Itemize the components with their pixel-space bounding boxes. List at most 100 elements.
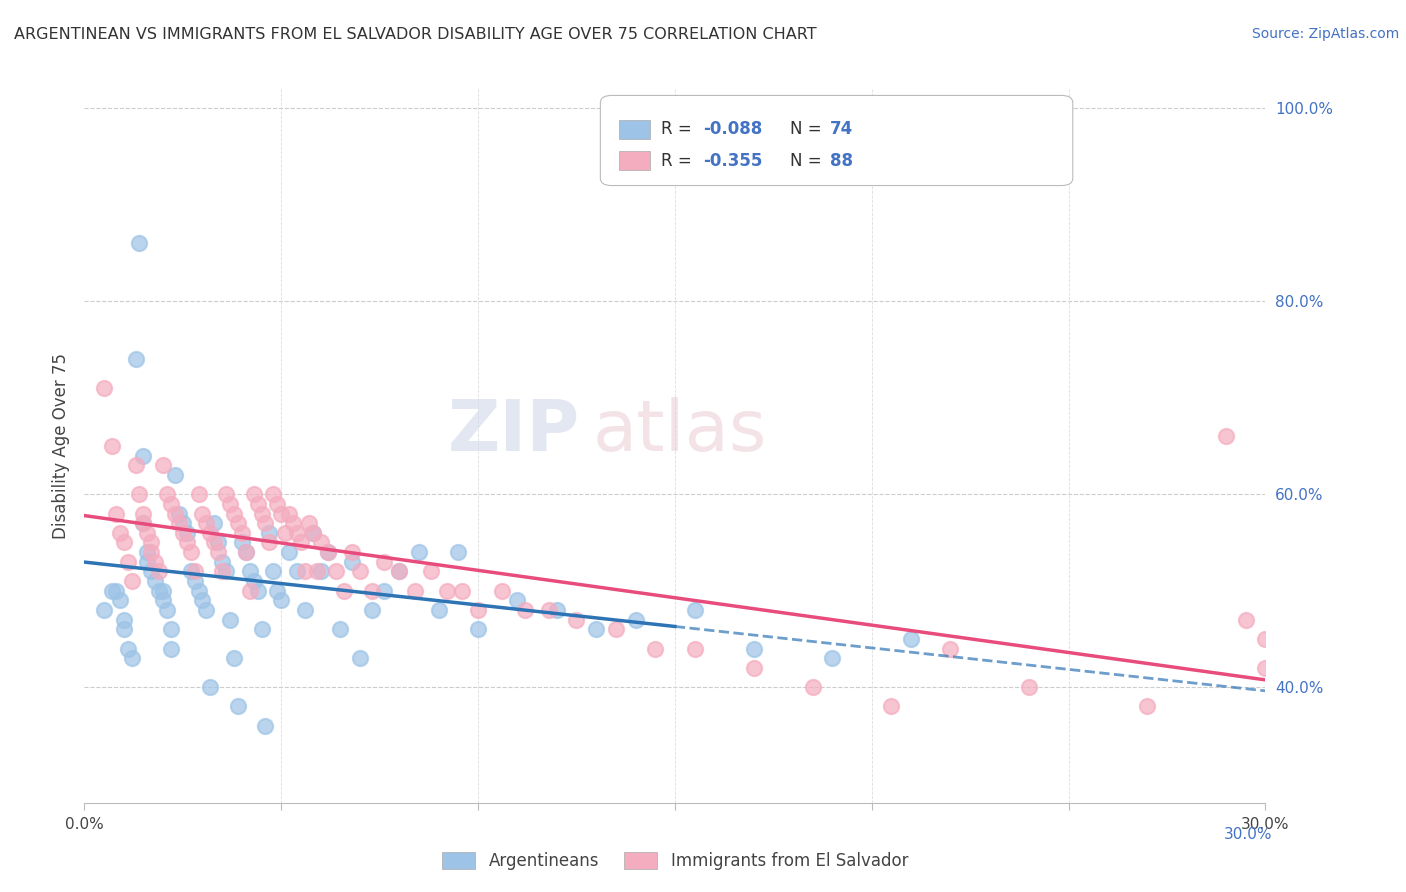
Point	[290, 535, 312, 549]
Point	[360, 583, 382, 598]
Point	[301, 525, 323, 540]
Legend: Argentineans, Immigrants from El Salvador: Argentineans, Immigrants from El Salvado…	[434, 845, 915, 877]
Point	[132, 516, 155, 530]
Point	[222, 651, 245, 665]
Point	[128, 236, 150, 251]
Point	[285, 565, 308, 579]
Point	[491, 583, 513, 598]
Point	[191, 593, 214, 607]
Point	[515, 603, 537, 617]
Point	[128, 487, 150, 501]
Point	[270, 593, 292, 607]
Point	[742, 641, 765, 656]
Point	[262, 487, 284, 501]
Point	[259, 535, 281, 549]
Point	[187, 583, 209, 598]
Point	[132, 507, 155, 521]
Point	[349, 565, 371, 579]
Point	[301, 525, 323, 540]
Point	[112, 535, 135, 549]
Point	[537, 603, 560, 617]
Point	[340, 545, 363, 559]
Point	[160, 622, 183, 636]
Point	[900, 632, 922, 646]
Text: ARGENTINEAN VS IMMIGRANTS FROM EL SALVADOR DISABILITY AGE OVER 75 CORRELATION CH: ARGENTINEAN VS IMMIGRANTS FROM EL SALVAD…	[14, 27, 817, 42]
Point	[585, 622, 607, 636]
Point	[152, 458, 174, 473]
Point	[226, 516, 249, 530]
Point	[467, 603, 489, 617]
Point	[124, 352, 146, 367]
Point	[294, 603, 316, 617]
Point	[506, 593, 529, 607]
Point	[202, 516, 225, 530]
Point	[388, 565, 411, 579]
Point	[226, 699, 249, 714]
Point	[167, 507, 190, 521]
Point	[121, 651, 143, 665]
Point	[143, 555, 166, 569]
Point	[93, 603, 115, 617]
Point	[419, 565, 441, 579]
Point	[1234, 613, 1257, 627]
Point	[349, 651, 371, 665]
Point	[200, 525, 222, 540]
Point	[281, 516, 304, 530]
Point	[242, 574, 264, 588]
Point	[231, 525, 253, 540]
Point	[222, 507, 245, 521]
Point	[250, 507, 273, 521]
Point	[191, 507, 214, 521]
Point	[742, 661, 765, 675]
Point	[101, 439, 124, 453]
Text: R =: R =	[661, 120, 697, 138]
Point	[176, 525, 198, 540]
Point	[207, 535, 229, 549]
Point	[325, 565, 347, 579]
Point	[404, 583, 426, 598]
Point	[309, 565, 332, 579]
Point	[108, 593, 131, 607]
Point	[373, 583, 395, 598]
Text: R =: R =	[661, 152, 697, 169]
Point	[211, 555, 233, 569]
Text: 74: 74	[830, 120, 853, 138]
Point	[136, 545, 159, 559]
Point	[318, 545, 340, 559]
Point	[163, 507, 186, 521]
Text: N =: N =	[790, 120, 827, 138]
Point	[278, 507, 301, 521]
Point	[136, 525, 159, 540]
Point	[451, 583, 474, 598]
Point	[183, 574, 205, 588]
Text: ZIP: ZIP	[449, 397, 581, 467]
Point	[939, 641, 962, 656]
Point	[143, 574, 166, 588]
Point	[132, 449, 155, 463]
Point	[156, 603, 179, 617]
Text: 88: 88	[830, 152, 852, 169]
Point	[270, 507, 292, 521]
Point	[239, 565, 262, 579]
Point	[1018, 680, 1040, 694]
Point	[156, 487, 179, 501]
Point	[195, 516, 218, 530]
Point	[136, 555, 159, 569]
Point	[259, 525, 281, 540]
Point	[427, 603, 450, 617]
Point	[1254, 632, 1277, 646]
Point	[821, 651, 844, 665]
Point	[329, 622, 352, 636]
Point	[141, 535, 163, 549]
Text: Source: ZipAtlas.com: Source: ZipAtlas.com	[1251, 27, 1399, 41]
Point	[1215, 429, 1237, 443]
Point	[436, 583, 458, 598]
Point	[200, 680, 222, 694]
Point	[1254, 661, 1277, 675]
Text: 30.0%: 30.0%	[1225, 827, 1272, 841]
Point	[195, 603, 218, 617]
Point	[117, 555, 139, 569]
Point	[117, 641, 139, 656]
Point	[624, 613, 647, 627]
Point	[266, 583, 288, 598]
